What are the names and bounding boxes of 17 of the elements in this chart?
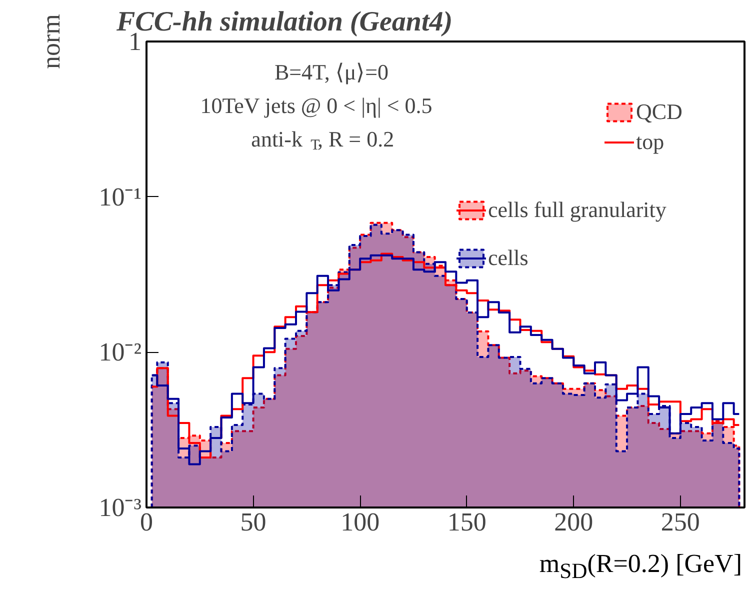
annotation: cells full granularity: [488, 197, 666, 223]
x-tick-label: 250: [660, 508, 700, 536]
y-tick-label: 10⁻²: [98, 338, 142, 367]
x-tick-label: 200: [554, 508, 594, 536]
y-tick-label: 10⁻³: [98, 493, 142, 522]
x-tick-label: 150: [447, 508, 486, 536]
legend-label: cells: [488, 245, 528, 271]
x-tick-label: 0: [140, 508, 153, 536]
x-axis-title: m$_{SD}$(R=0.2) [GeV]: [539, 548, 742, 586]
y-axis-title: norm: [36, 14, 66, 69]
x-tick-label: 100: [340, 508, 380, 536]
annotation: B=4T, ⟨μ⟩=0: [274, 59, 389, 84]
legend-label: QCD: [636, 99, 682, 125]
annotation: 10TeV jets @ 0 < |η| < 0.5: [200, 92, 432, 118]
y-tick-label: 10⁻¹: [98, 182, 142, 212]
legend-label: top: [636, 129, 664, 155]
x-tick-label: 50: [240, 508, 266, 536]
